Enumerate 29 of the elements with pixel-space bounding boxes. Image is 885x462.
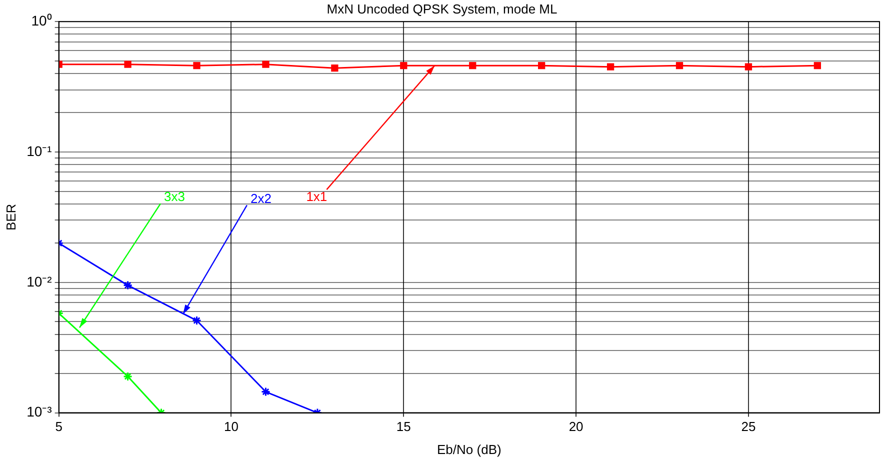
point [469,62,476,70]
point [123,280,133,290]
x-tick-label: 25 [741,419,756,434]
x-axis-title: Eb/No (dB) [437,442,502,457]
chart-title: MxN Uncoded QPSK System, mode ML [326,1,558,16]
annotation: 3x3 [164,189,186,204]
x-tick-label: 10 [224,419,238,434]
point [400,62,408,70]
x-tick-label: 15 [396,419,411,434]
point [124,60,132,68]
annotation: 2x2 [250,190,272,206]
point [676,62,684,70]
point [606,63,614,70]
point [192,316,202,326]
x-tick-label: 20 [568,419,584,434]
point [814,62,822,70]
y-tick-label: 10⁰ [31,12,52,28]
point [331,64,338,72]
point [193,62,200,70]
y-axis-title: BER [3,204,18,231]
point [260,387,270,397]
y-tick-label: 10⁻³ [26,404,52,420]
x-tick-label: 5 [55,419,62,434]
point [262,60,270,68]
point [744,63,752,70]
annotation: 1x1 [306,189,328,204]
point [538,62,546,70]
y-tick-label: 10⁻¹ [26,142,52,159]
y-tick-label: 10⁻² [26,273,52,290]
